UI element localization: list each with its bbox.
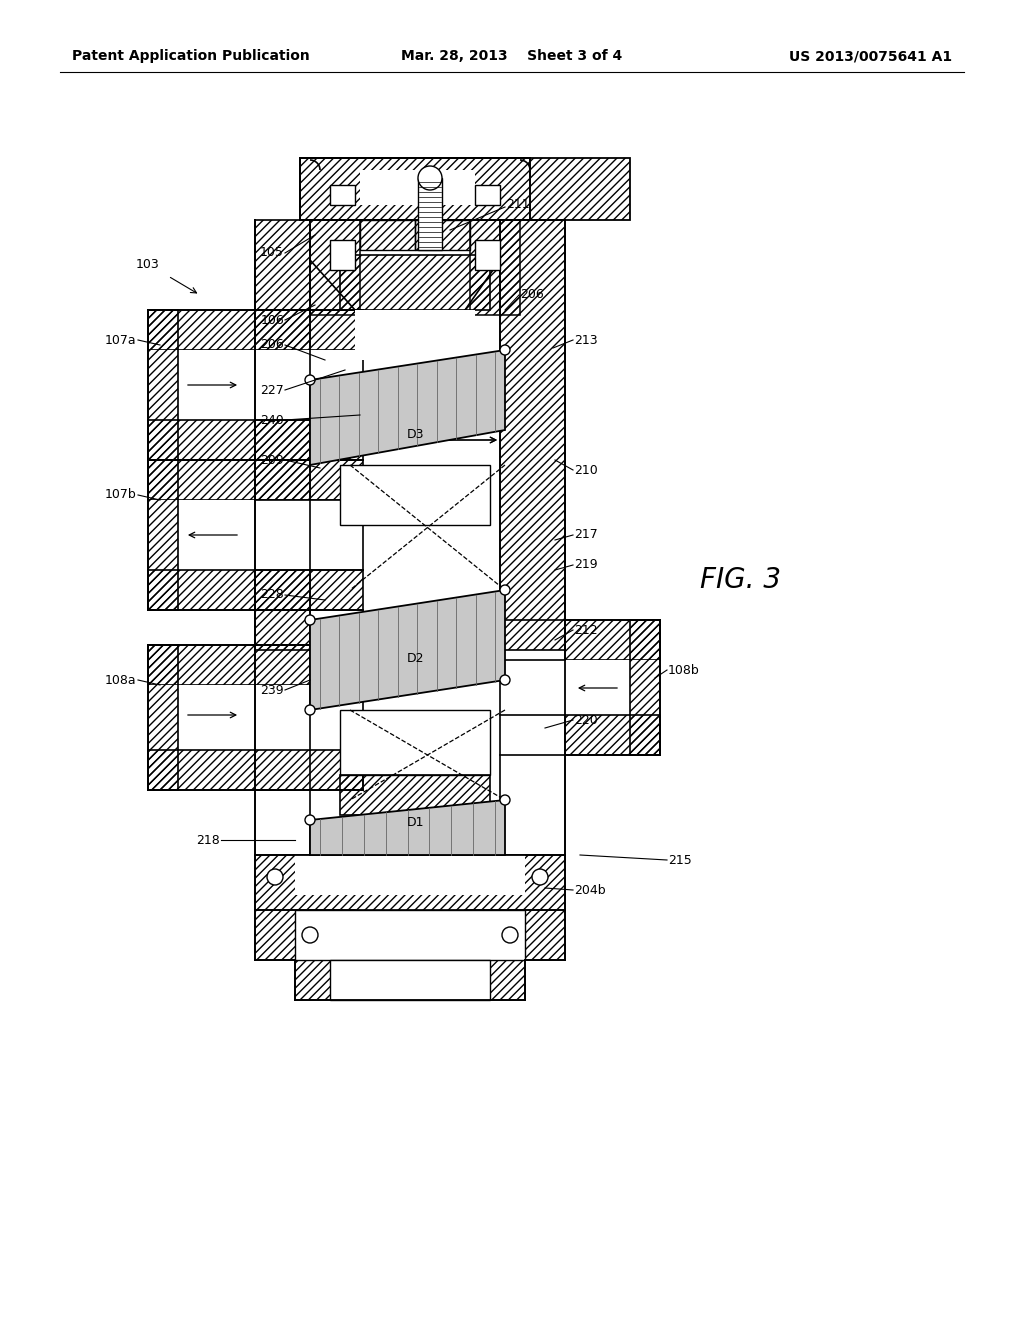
Text: 206: 206 xyxy=(520,289,544,301)
Bar xyxy=(360,170,475,205)
Text: 106: 106 xyxy=(260,314,284,326)
Bar xyxy=(255,220,310,649)
Polygon shape xyxy=(310,800,505,855)
Text: 107b: 107b xyxy=(104,488,136,502)
Text: 228: 228 xyxy=(260,589,284,602)
Text: 215: 215 xyxy=(668,854,692,866)
Text: 211: 211 xyxy=(506,198,529,211)
Text: 105: 105 xyxy=(260,247,284,260)
Text: 220: 220 xyxy=(574,714,598,726)
Circle shape xyxy=(502,927,518,942)
Bar xyxy=(300,158,630,220)
Text: 204b: 204b xyxy=(574,883,605,896)
Circle shape xyxy=(267,869,283,884)
Circle shape xyxy=(305,615,315,624)
Bar xyxy=(565,660,660,715)
Text: 212: 212 xyxy=(574,623,598,636)
Text: 107a: 107a xyxy=(104,334,136,346)
Bar xyxy=(355,310,475,360)
Bar xyxy=(148,310,178,459)
Bar xyxy=(470,220,520,315)
Text: 213: 213 xyxy=(574,334,598,346)
Text: 219: 219 xyxy=(574,558,598,572)
Text: 108b: 108b xyxy=(668,664,699,676)
Bar xyxy=(295,909,525,960)
Bar xyxy=(148,500,362,570)
Text: 217: 217 xyxy=(574,528,598,541)
Circle shape xyxy=(305,375,315,385)
Bar xyxy=(340,710,490,775)
Circle shape xyxy=(500,675,510,685)
Circle shape xyxy=(305,814,315,825)
Polygon shape xyxy=(310,350,505,465)
Text: 239: 239 xyxy=(260,684,284,697)
Text: 218: 218 xyxy=(197,833,220,846)
Text: D3: D3 xyxy=(407,429,424,441)
Bar xyxy=(148,459,362,500)
Bar xyxy=(148,645,178,789)
Text: 103: 103 xyxy=(136,259,160,272)
Bar xyxy=(418,178,442,249)
Circle shape xyxy=(500,795,510,805)
Bar xyxy=(148,570,362,610)
Text: 108a: 108a xyxy=(104,673,136,686)
Bar xyxy=(148,350,362,420)
Bar xyxy=(295,855,525,895)
Text: 209: 209 xyxy=(260,454,284,466)
Bar xyxy=(360,220,415,249)
Bar xyxy=(630,620,660,755)
Bar xyxy=(330,240,355,271)
Text: FIG. 3: FIG. 3 xyxy=(700,566,781,594)
Circle shape xyxy=(532,869,548,884)
Circle shape xyxy=(305,705,315,715)
Text: Patent Application Publication: Patent Application Publication xyxy=(72,49,309,63)
Bar xyxy=(500,220,565,649)
Bar xyxy=(465,909,565,960)
Text: 227: 227 xyxy=(260,384,284,396)
Bar xyxy=(148,310,362,350)
Bar xyxy=(148,685,362,750)
Bar xyxy=(148,750,362,789)
Text: 206: 206 xyxy=(260,338,284,351)
Bar xyxy=(565,620,660,660)
Bar xyxy=(148,420,362,459)
Circle shape xyxy=(418,166,442,190)
Bar xyxy=(475,185,500,205)
Text: 240: 240 xyxy=(260,413,284,426)
Bar xyxy=(255,909,355,960)
Circle shape xyxy=(500,345,510,355)
Bar xyxy=(330,960,490,1001)
Bar xyxy=(310,220,360,315)
Circle shape xyxy=(500,585,510,595)
Bar xyxy=(255,855,565,909)
Text: Mar. 28, 2013    Sheet 3 of 4: Mar. 28, 2013 Sheet 3 of 4 xyxy=(401,49,623,63)
Bar xyxy=(295,960,525,1001)
Bar xyxy=(340,465,490,525)
Text: D1: D1 xyxy=(407,817,424,829)
Bar xyxy=(565,715,660,755)
Bar xyxy=(340,255,490,310)
Polygon shape xyxy=(310,590,505,710)
Circle shape xyxy=(302,927,318,942)
Text: US 2013/0075641 A1: US 2013/0075641 A1 xyxy=(788,49,952,63)
Bar xyxy=(475,240,500,271)
Text: 210: 210 xyxy=(574,463,598,477)
Text: D2: D2 xyxy=(407,652,424,664)
Bar xyxy=(148,459,178,610)
Bar xyxy=(415,220,470,249)
Bar xyxy=(148,645,362,685)
Bar xyxy=(310,220,505,880)
Bar xyxy=(340,775,490,814)
Bar xyxy=(330,185,355,205)
